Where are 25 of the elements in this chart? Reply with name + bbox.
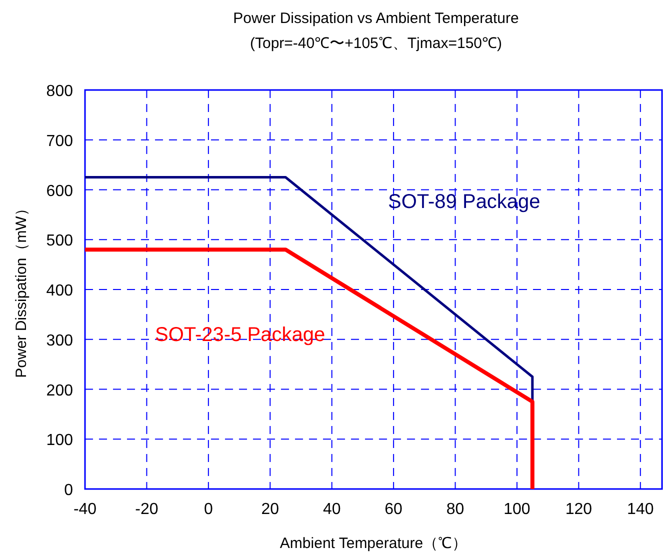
y-tick-label: 100 [46, 432, 74, 450]
chart-title: Power Dissipation vs Ambient Temperature [233, 10, 519, 27]
y-tick-label: 500 [46, 232, 74, 250]
x-tick-label: -40 [73, 501, 97, 518]
x-tick-label: 60 [384, 501, 403, 518]
y-tick-label: 700 [46, 132, 74, 150]
x-tick-label: 120 [565, 501, 592, 518]
text: SOT-23-5 Package [155, 324, 326, 346]
x-tick-label: 0 [204, 501, 213, 518]
y-tick-label: 300 [46, 332, 74, 350]
y-tick-label: 200 [46, 382, 74, 400]
x-tick-label: 140 [627, 501, 654, 518]
y-axis-title: Power Dissipation（mW） [13, 201, 30, 378]
x-tick-label: 40 [322, 501, 341, 518]
y-tick-label: 800 [46, 83, 74, 100]
x-tick-label: 20 [261, 501, 280, 518]
x-axis-title: Ambient Temperature（℃） [280, 535, 468, 552]
y-tick-label: 0 [64, 482, 74, 499]
x-tick-label: 100 [504, 501, 530, 518]
y-tick-label: 400 [46, 282, 74, 300]
chart-subtitle: (Topr=-40℃〜+105℃、Tjmax=150℃) [250, 35, 502, 52]
y-tick-label: 600 [46, 182, 74, 200]
x-tick-label: -20 [135, 501, 158, 518]
x-tick-label: 80 [446, 501, 464, 518]
series-label: SOT-89 Package [388, 191, 540, 213]
